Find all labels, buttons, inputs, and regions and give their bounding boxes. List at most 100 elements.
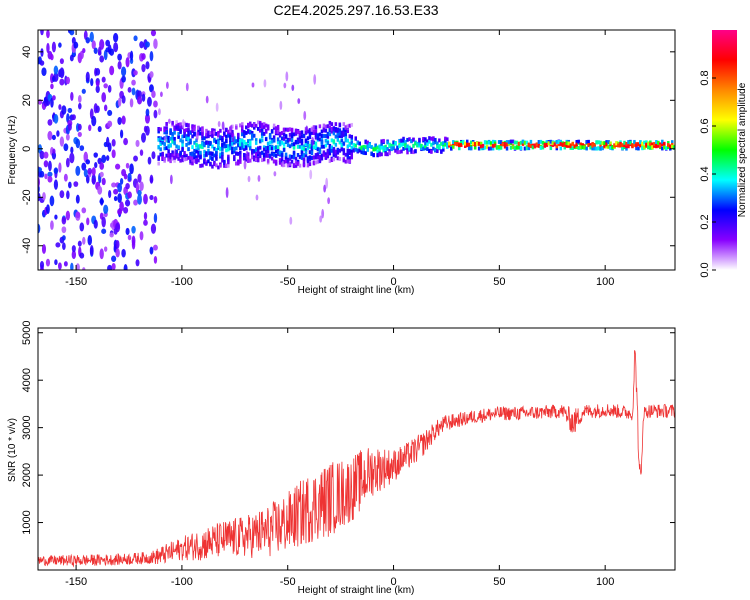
spectrogram-cell (179, 130, 182, 134)
spectrogram-cell (249, 140, 252, 145)
spectrogram-cell (173, 136, 176, 141)
spectrogram-cell (338, 156, 342, 161)
spectrogram-cell (145, 61, 150, 70)
spectrogram-cell (460, 140, 463, 145)
spectrogram-cell (428, 136, 431, 141)
spectrogram-cell (344, 125, 348, 130)
spectrogram-x-axis-label: Height of straight line (km) (298, 285, 415, 296)
spectrogram-x-tick-label: 0 (390, 276, 396, 288)
spectrogram-cell (163, 158, 166, 163)
spectrogram-cell (70, 91, 74, 101)
spectrogram-cell (235, 151, 238, 156)
spectrogram-cell (452, 140, 455, 144)
spectrogram-cell (268, 146, 272, 151)
spectrogram-cell (187, 155, 190, 160)
spectrogram-cell (43, 151, 49, 159)
spectrogram-cell (555, 139, 559, 144)
spectrogram-cell (209, 161, 212, 166)
spectrogram-cell (288, 161, 292, 166)
spectrogram-cell (39, 170, 45, 178)
spectrogram-cell (284, 159, 288, 164)
spectrogram-cell (382, 145, 385, 150)
spectrogram-cell (376, 145, 379, 150)
spectrogram-cell (328, 151, 332, 156)
spectrogram-cell (201, 163, 204, 168)
spectrogram-cell (231, 124, 234, 129)
spectrogram-cell (150, 223, 157, 234)
spectrogram-cell (260, 128, 264, 133)
spectrogram-cell (219, 163, 222, 168)
spectrogram-cell (139, 231, 144, 241)
spectrogram-cell (137, 193, 142, 205)
spectrogram-cell (605, 142, 608, 147)
spectrogram-cell (262, 122, 266, 127)
spectrogram-cell (223, 161, 226, 165)
spectrogram-cell (163, 130, 166, 135)
spectrogram-cell (601, 146, 604, 150)
spectrogram-cell (177, 131, 180, 136)
spectrogram-cell (593, 146, 596, 151)
spectrogram-y-tick-label: 40 (21, 46, 33, 58)
spectrogram-cell (446, 137, 449, 142)
spectrogram-cell (54, 259, 58, 266)
spectrogram-cell (249, 158, 252, 163)
spectrogram-cell (46, 42, 50, 54)
spectrogram-cell (101, 76, 106, 83)
spectrogram-cell (165, 146, 168, 151)
spectrogram-cell (483, 140, 487, 145)
spectrogram-cell (625, 146, 628, 151)
spectrogram-cell (442, 141, 445, 146)
spectrogram-cell (211, 144, 214, 149)
spectrogram-cell (394, 141, 397, 146)
spectrogram-cell (398, 138, 401, 143)
spectrogram-cell (475, 141, 479, 146)
spectrogram-cell (213, 128, 216, 133)
spectrogram-cell (131, 225, 136, 234)
spectrogram-cell (213, 162, 216, 167)
spectrogram-cell (149, 71, 154, 79)
spectrogram-cell (410, 139, 413, 144)
spectrogram-cell (501, 142, 505, 147)
spectrogram-cell (623, 143, 626, 148)
spectrogram-cell (48, 160, 52, 172)
spectrogram-cell (268, 153, 272, 158)
spectrogram-cell (282, 136, 286, 141)
spectrogram-cell (607, 140, 610, 144)
spectrogram-cell (309, 169, 313, 180)
spectrogram-cell (376, 149, 379, 154)
spectrogram-cell (513, 140, 517, 145)
spectrogram-cell (308, 135, 312, 140)
spectrogram-cell (621, 146, 624, 151)
spectrogram-cell (237, 159, 240, 164)
spectrogram-cell (280, 136, 284, 141)
spectrogram-cell (571, 146, 574, 150)
spectrogram-cell (223, 131, 226, 136)
spectrogram-cell (117, 116, 122, 125)
spectrogram-cell (104, 246, 108, 252)
spectrogram-cell (123, 264, 128, 270)
spectrogram-cell (529, 139, 533, 144)
spectrogram-x-ticks: -150 -100 -50 0 50 100 (65, 30, 614, 288)
spectrogram-cell (663, 142, 666, 147)
spectrogram-cell (272, 145, 276, 150)
spectrogram-cell (326, 124, 330, 129)
spectrogram-cell (298, 135, 302, 140)
spectrogram-cell (471, 141, 475, 146)
spectrogram-cell (205, 152, 208, 157)
spectrogram-cell (318, 149, 322, 154)
spectrogram-cell (233, 139, 236, 144)
spectrogram-cell (70, 262, 74, 270)
spectrogram-cell (521, 139, 525, 144)
spectrogram-cell (511, 139, 515, 144)
spectrogram-cell (537, 140, 541, 144)
spectrogram-cell (203, 158, 206, 163)
spectrogram-cell (364, 145, 367, 150)
spectrogram-cell (241, 125, 244, 130)
spectrogram-cell (77, 131, 82, 138)
spectrogram-cell (649, 140, 652, 145)
spectrogram-cell (181, 119, 185, 129)
spectrogram-cell (336, 137, 340, 142)
spectrogram-cell (135, 259, 140, 267)
spectrogram-cell (141, 63, 146, 73)
spectrogram-cell (251, 82, 255, 88)
